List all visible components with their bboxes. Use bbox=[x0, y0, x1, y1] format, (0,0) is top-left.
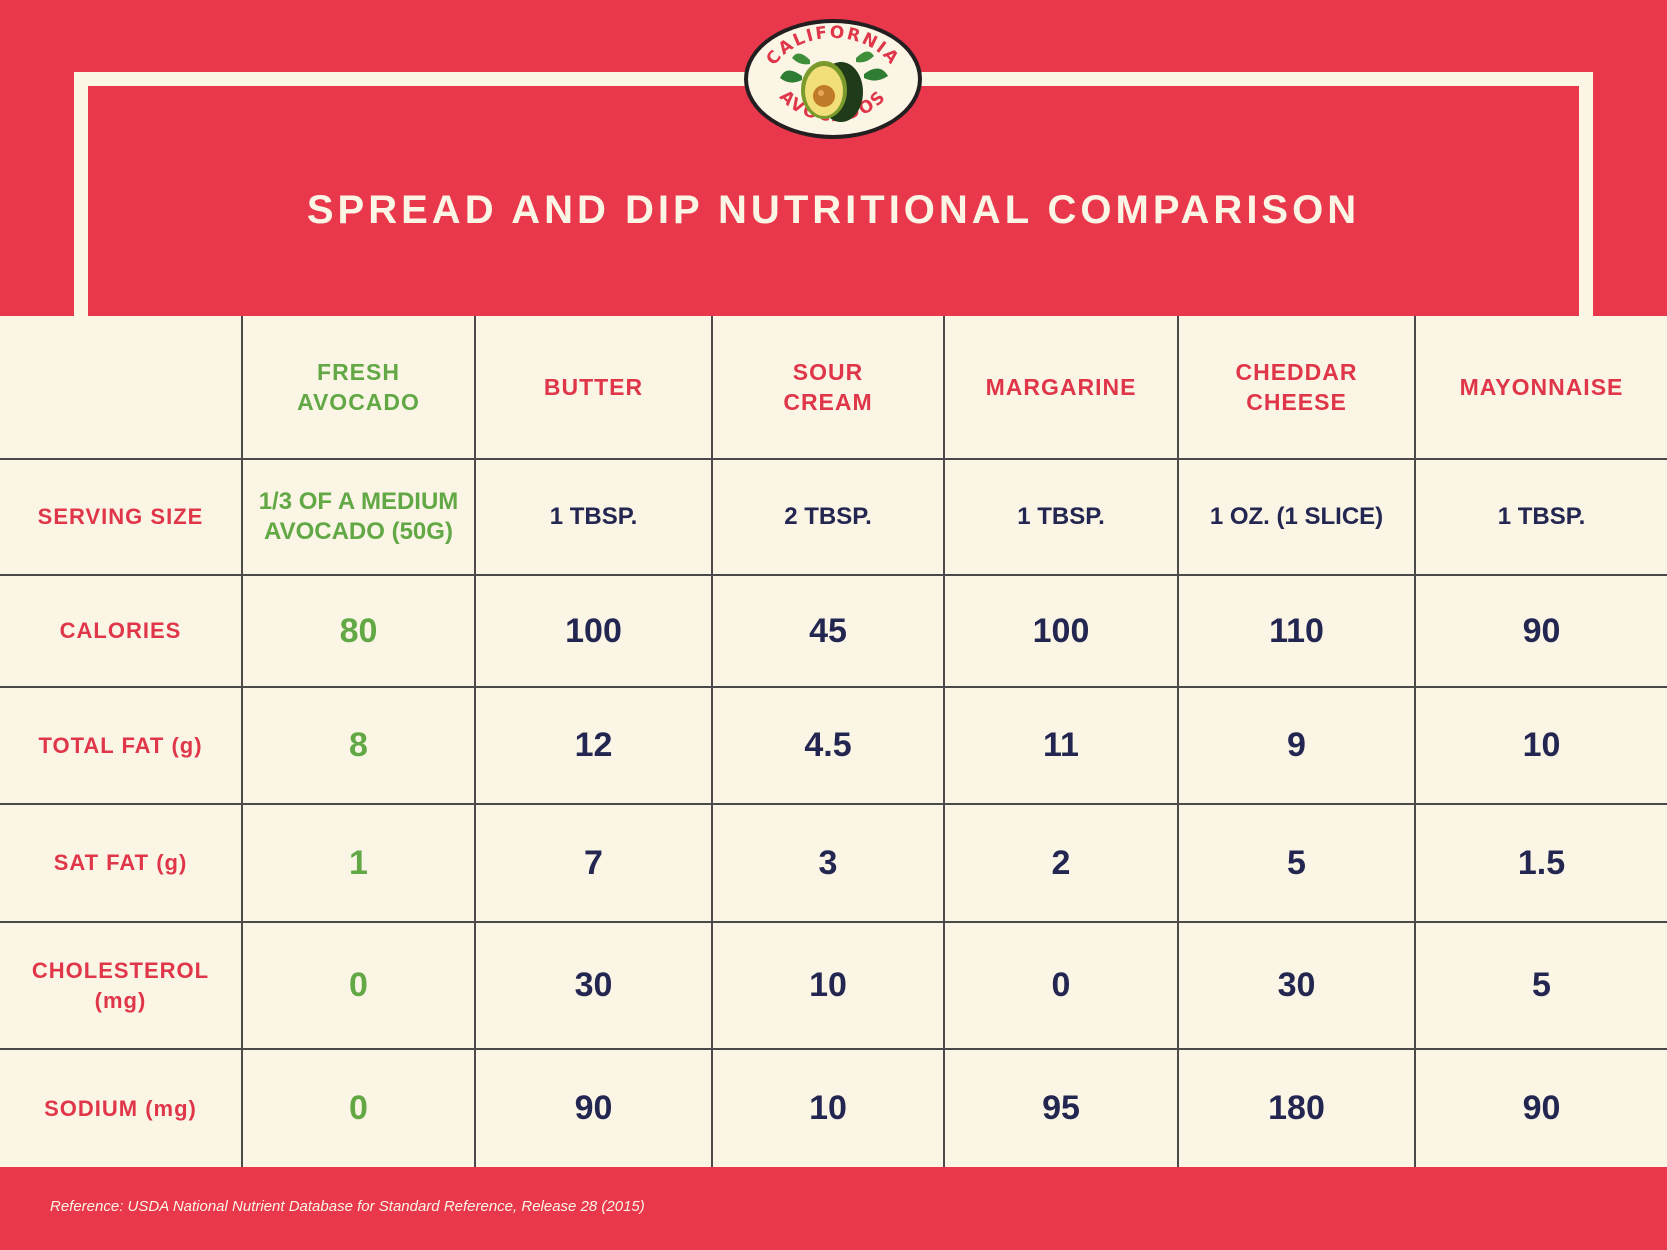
grid-line bbox=[0, 1048, 1667, 1050]
table-cell: 1 bbox=[349, 843, 368, 882]
table-cell: 10 bbox=[809, 966, 847, 1004]
table-cell: 100 bbox=[565, 611, 622, 650]
table-cell: 90 bbox=[574, 1089, 613, 1127]
table-cell: 5 bbox=[1287, 843, 1306, 882]
table-cell: 1 OZ. (1 SLICE) bbox=[1209, 503, 1384, 530]
table-cell: 0 bbox=[349, 966, 368, 1004]
row-label-serving-size: SERVING SIZE bbox=[37, 504, 204, 529]
table-cell: 1 TBSP. bbox=[549, 503, 638, 530]
table-cell: 0 bbox=[1051, 966, 1071, 1004]
table-cell: 2 bbox=[1051, 843, 1071, 882]
table-cell: 45 bbox=[809, 611, 847, 650]
table-cell: 100 bbox=[1032, 611, 1090, 650]
table-cell: 30 bbox=[574, 966, 613, 1004]
table-cell: 95 bbox=[1042, 1089, 1080, 1127]
page-title: SPREAD AND DIP NUTRITIONAL COMPARISON bbox=[306, 188, 1361, 232]
row-label-calories: CALORIES bbox=[59, 618, 182, 643]
column-header-butter: BUTTER bbox=[543, 374, 644, 400]
column-header-mayonnaise: MAYONNAISE bbox=[1459, 374, 1624, 400]
table-cell: 0 bbox=[349, 1089, 368, 1127]
table-cell: 180 bbox=[1268, 1089, 1325, 1127]
row-label-sodium: SODIUM (mg) bbox=[44, 1095, 197, 1121]
grid-line bbox=[1177, 316, 1179, 1167]
table-cell: 11 bbox=[1043, 726, 1079, 764]
row-label-cholesterol: CHOLESTEROL (mg) bbox=[31, 957, 210, 1013]
row-label-total-fat: TOTAL FAT (g) bbox=[38, 732, 203, 758]
grid-line bbox=[0, 686, 1667, 688]
grid-line bbox=[0, 574, 1667, 576]
grid-line bbox=[0, 803, 1667, 805]
grid-line bbox=[474, 316, 476, 1167]
table-cell: 1 TBSP. bbox=[1497, 503, 1586, 530]
reference-footnote: Reference: USDA National Nutrient Databa… bbox=[50, 1198, 645, 1215]
grid-line bbox=[0, 458, 1667, 460]
comparison-table: FRESH AVOCADO BUTTER SOUR CREAM MARGARIN… bbox=[0, 316, 1667, 1167]
table-cell: 30 bbox=[1277, 966, 1316, 1004]
column-header-cheddar-cheese: CHEDDAR CHEESE bbox=[1235, 359, 1358, 415]
column-header-margarine: MARGARINE bbox=[985, 374, 1137, 400]
table-cell: 5 bbox=[1532, 966, 1551, 1004]
table-cell: 2 TBSP. bbox=[784, 503, 872, 530]
table-cell: 1/3 OF A MEDIUM AVOCADO (50G) bbox=[258, 488, 459, 545]
table-cell: 10 bbox=[809, 1089, 847, 1127]
table-cell: 90 bbox=[1522, 1089, 1561, 1127]
column-header-fresh-avocado: FRESH AVOCADO bbox=[297, 359, 420, 415]
table-cell: 110 bbox=[1269, 611, 1324, 650]
table-cell: 3 bbox=[818, 843, 838, 882]
grid-line bbox=[0, 921, 1667, 923]
table-cell: 7 bbox=[584, 843, 603, 882]
grid-line bbox=[1414, 316, 1416, 1167]
grid-line bbox=[241, 316, 243, 1167]
avocado-icon bbox=[780, 51, 888, 122]
grid-line bbox=[711, 316, 713, 1167]
table-cell: 12 bbox=[574, 726, 613, 764]
grid-line bbox=[943, 316, 945, 1167]
table-cell: 8 bbox=[349, 726, 368, 764]
table-cell: 4.5 bbox=[804, 726, 852, 764]
table-cell: 90 bbox=[1522, 611, 1561, 650]
table-cell: 10 bbox=[1522, 726, 1561, 764]
table-cell: 9 bbox=[1287, 726, 1306, 764]
table-cell: 1.5 bbox=[1517, 843, 1566, 882]
table-cell: 1 TBSP. bbox=[1017, 503, 1105, 530]
logo-emblem: CALIFORNIA AVOCADOS bbox=[744, 19, 922, 139]
table-cell: 80 bbox=[339, 611, 378, 650]
column-header-sour-cream: SOUR CREAM bbox=[783, 359, 873, 415]
row-label-sat-fat: SAT FAT (g) bbox=[53, 850, 188, 875]
california-avocados-logo: CALIFORNIA AVOCADOS bbox=[740, 16, 926, 142]
